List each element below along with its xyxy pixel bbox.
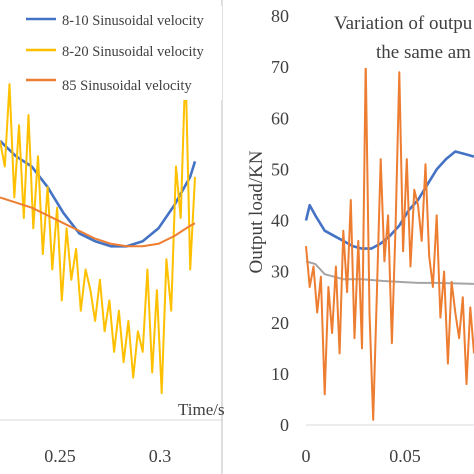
left-legend: 8-10 Sinusoidal velocity 8-20 Sinusoidal… xyxy=(20,6,222,100)
right-y-tick-label: 40 xyxy=(271,211,289,231)
right-y-tick-label: 80 xyxy=(271,6,289,26)
left-series-group xyxy=(0,62,197,395)
left-x-axis-label: Time/s xyxy=(178,400,225,419)
right-y-tick-label: 0 xyxy=(280,415,289,435)
right-series-line-2 xyxy=(305,61,474,421)
right-series-group xyxy=(304,61,474,421)
right-chart: Variation of outpu the same am Output lo… xyxy=(246,6,474,466)
right-chart-title-line-1: Variation of outpu xyxy=(334,13,473,34)
left-series-line-1 xyxy=(0,62,196,395)
right-title-background xyxy=(318,6,474,68)
right-y-tick-label: 20 xyxy=(271,313,289,333)
right-chart-title-line-2: the same am xyxy=(376,42,471,63)
right-x-tick-label: 0.05 xyxy=(389,446,421,466)
right-y-tick-label: 30 xyxy=(271,262,289,282)
left-x-tick-label: 0.3 xyxy=(149,446,172,466)
legend-label-8-20: 8-20 Sinusoidal velocity xyxy=(62,44,205,60)
left-series-line-2 xyxy=(0,196,196,248)
right-y-ticks: 0 10 20 30 40 50 60 70 80 xyxy=(271,6,289,435)
left-chart: 8-10 Sinusoidal velocity 8-20 Sinusoidal… xyxy=(0,0,225,474)
right-y-tick-label: 10 xyxy=(271,364,289,384)
right-y-tick-label: 60 xyxy=(271,108,289,128)
legend-label-85: 85 Sinusoidal velocity xyxy=(62,78,192,94)
legend-label-8-10: 8-10 Sinusoidal velocity xyxy=(62,13,205,29)
right-x-tick-label: 0 xyxy=(302,446,311,466)
right-series-line-0 xyxy=(304,150,474,250)
right-y-tick-label: 50 xyxy=(271,159,289,179)
right-y-axis-label: Output load/KN xyxy=(246,150,267,273)
right-y-tick-label: 70 xyxy=(271,57,289,77)
left-series-line-0 xyxy=(0,139,197,248)
legend-background xyxy=(20,6,222,100)
left-x-tick-label: 0.25 xyxy=(44,446,76,466)
